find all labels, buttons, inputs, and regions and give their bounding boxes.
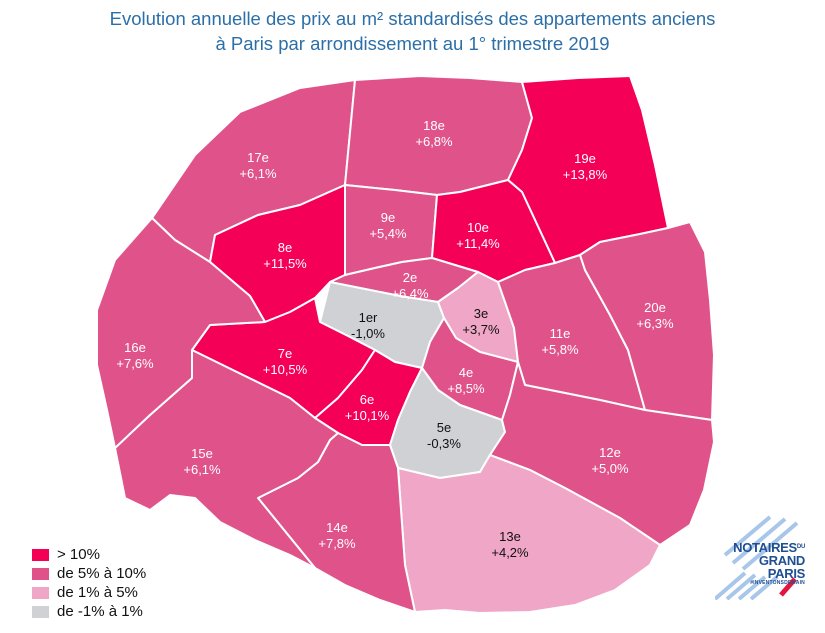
arrondissement-value-15: +6,1% [183,462,221,477]
arrondissement-15 [114,349,339,569]
arrondissement-value-17: +6,1% [239,166,277,181]
logo-stripes-icon [715,515,799,600]
legend-item: > 10% [32,545,146,564]
legend-label: de 1% à 5% [57,584,138,601]
arrondissement-name-16: 16e [124,340,146,355]
legend-item: de -1% à 1% [32,602,146,621]
arrondissement-name-11: 11e [550,326,571,341]
arrondissement-value-20: +6,3% [636,316,674,331]
arrondissement-name-5: 5e [437,420,451,435]
arrondissement-name-4: 4e [459,365,473,380]
legend: > 10% de 5% à 10% de 1% à 5% de -1% à 1% [32,545,146,621]
arrondissement-name-6: 6e [360,392,374,407]
arrondissement-name-20: 20e [644,300,666,315]
legend-swatch [32,605,49,618]
legend-swatch [32,548,49,561]
arrondissement-name-14: 14e [326,520,348,535]
arrondissement-value-19: +13,8% [563,167,608,182]
legend-swatch [32,567,49,580]
notaires-grand-paris-logo: NOTAIRESDU GRAND PARIS #INVENTONSDEMAIN [715,515,805,600]
legend-item: de 5% à 10% [32,564,146,583]
arrondissement-value-14: +7,8% [318,536,356,551]
arrondissement-name-7: 7e [278,346,292,361]
arrondissement-value-16: +7,6% [116,356,154,371]
arrondissement-labels: 1er-1,0%2e+6,4%3e+3,7%4e+8,5%5e-0,3%6e+1… [116,118,674,560]
arrondissement-13 [397,454,661,614]
arrondissement-name-1: 1er [359,310,378,325]
arrondissement-value-3: +3,7% [462,322,500,337]
arrondissement-name-15: 15e [191,446,213,461]
arrondissement-name-9: 9e [381,210,395,225]
arrondissement-20 [579,221,715,421]
legend-label: de 5% à 10% [57,565,147,582]
arrondissement-name-19: 19e [574,151,596,166]
arrondissement-name-10: 10e [467,220,489,235]
arrondissements [96,75,715,614]
arrondissement-name-2: 2e [403,270,417,285]
arrondissement-name-13: 13e [499,529,521,544]
arrondissement-name-18: 18e [423,118,445,133]
map-title-line-2: à Paris par arrondissement au 1° trimest… [215,33,610,54]
legend-swatch [32,586,49,599]
arrondissement-value-2: +6,4% [391,286,429,301]
arrondissement-16 [96,217,266,449]
arrondissement-value-18: +6,8% [415,134,453,149]
arrondissement-name-8: 8e [278,240,292,255]
logo-du: DU [796,544,805,550]
arrondissement-value-5: -0,3% [427,436,461,451]
arrondissement-value-10: +11,4% [456,236,500,251]
arrondissement-value-1: -1,0% [351,326,385,341]
legend-item: de 1% à 5% [32,583,146,602]
arrondissement-value-12: +5,0% [591,461,629,476]
arrondissement-value-7: +10,5% [263,362,308,377]
logo-line-1: NOTAIRES [733,540,797,555]
map-title-line-1: Evolution annuelle des prix au m² standa… [109,8,716,29]
arrondissement-value-6: +10,1% [345,408,390,423]
arrondissement-value-8: +11,5% [263,256,307,271]
logo-text: NOTAIRESDU GRAND PARIS #INVENTONSDEMAIN [715,541,805,586]
arrondissement-value-11: +5,8% [541,342,579,357]
legend-label: de -1% à 1% [57,603,143,620]
arrondissement-value-13: +4,2% [491,545,529,560]
arrondissement-name-3: 3e [474,306,488,321]
logo-line-2: GRAND [758,553,805,568]
logo-tagline: #INVENTONSDEMAIN [750,580,805,586]
arrondissement-name-17: 17e [247,150,269,165]
arrondissement-value-4: +8,5% [447,381,485,396]
logo-line-3: PARIS [767,566,806,581]
arrondissement-value-9: +5,4% [369,226,407,241]
arrondissement-name-12: 12e [599,445,621,460]
map-title: Evolution annuelle des prix au m² standa… [0,6,825,56]
legend-label: > 10% [57,546,100,563]
